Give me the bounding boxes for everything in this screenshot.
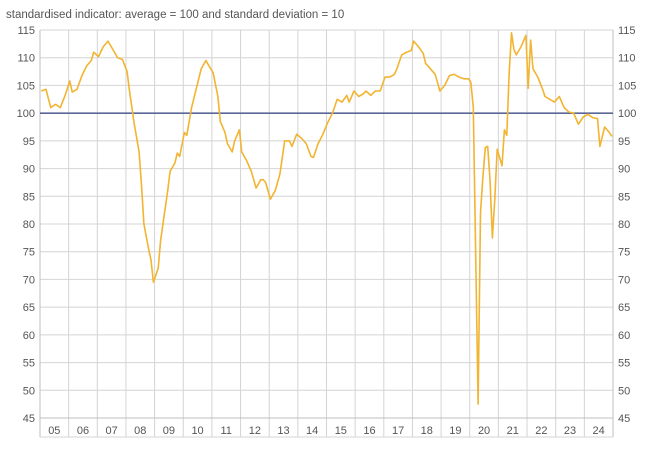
y-tick-label-right: 80	[618, 219, 630, 231]
x-tick-label: 10	[191, 425, 203, 437]
x-tick-label: 17	[392, 425, 404, 437]
y-tick-label-right: 85	[618, 191, 630, 203]
y-tick-label-left: 55	[23, 358, 35, 370]
x-tick-label: 09	[163, 425, 175, 437]
y-tick-label-right: 60	[618, 330, 630, 342]
y-tick-label-left: 50	[23, 385, 35, 397]
series-line	[40, 31, 613, 405]
y-tick-label-left: 115	[17, 25, 35, 37]
x-tick-label: 24	[593, 425, 605, 437]
x-tick-label: 18	[421, 425, 433, 437]
y-tick-label-left: 65	[23, 302, 35, 314]
x-tick-label: 12	[249, 425, 261, 437]
y-tick-label-left: 90	[23, 164, 35, 176]
y-tick-label-left: 45	[23, 413, 35, 425]
y-tick-label-left: 70	[23, 274, 35, 286]
x-tick-label: 21	[507, 425, 519, 437]
y-tick-label-left: 85	[23, 191, 35, 203]
series-layer	[40, 31, 613, 405]
y-tick-label-right: 110	[618, 53, 636, 65]
grid-layer	[39, 29, 614, 437]
y-tick-label-right: 105	[618, 80, 636, 92]
x-tick-label: 16	[363, 425, 375, 437]
y-tick-label-left: 100	[17, 108, 35, 120]
x-tick-label: 19	[449, 425, 461, 437]
x-tick-label: 07	[106, 425, 118, 437]
y-tick-label-right: 115	[618, 25, 636, 37]
y-tick-label-left: 110	[17, 53, 35, 65]
y-tick-label-right: 55	[618, 358, 630, 370]
x-tick-label: 23	[564, 425, 576, 437]
chart-subtitle: standardised indicator: average = 100 an…	[6, 9, 344, 21]
x-tick-label: 05	[48, 425, 60, 437]
x-tick-label: 08	[134, 425, 146, 437]
x-tick-label: 13	[277, 425, 289, 437]
y-tick-label-left: 60	[23, 330, 35, 342]
y-tick-label-right: 65	[618, 302, 630, 314]
x-tick-label: 14	[306, 425, 318, 437]
axis-layer: 45 45 50 50 55 55 60 60 65 65 70 70 75 75 80 80 85 85 90 90…	[17, 25, 636, 438]
y-tick-label-left: 80	[23, 219, 35, 231]
x-tick-label: 11	[221, 425, 232, 437]
y-tick-label-left: 95	[23, 136, 35, 148]
x-tick-label: 15	[335, 425, 347, 437]
y-tick-label-right: 95	[618, 136, 630, 148]
y-tick-label-right: 75	[618, 247, 630, 259]
y-tick-label-left: 75	[23, 247, 35, 259]
x-tick-label: 22	[535, 425, 547, 437]
y-tick-label-right: 45	[618, 413, 630, 425]
x-tick-label: 06	[77, 425, 89, 437]
y-tick-label-right: 100	[618, 108, 636, 120]
y-tick-label-right: 70	[618, 274, 630, 286]
y-tick-label-left: 105	[17, 80, 35, 92]
y-tick-label-right: 90	[618, 164, 630, 176]
x-tick-label: 20	[478, 425, 490, 437]
y-tick-label-right: 50	[618, 385, 630, 397]
